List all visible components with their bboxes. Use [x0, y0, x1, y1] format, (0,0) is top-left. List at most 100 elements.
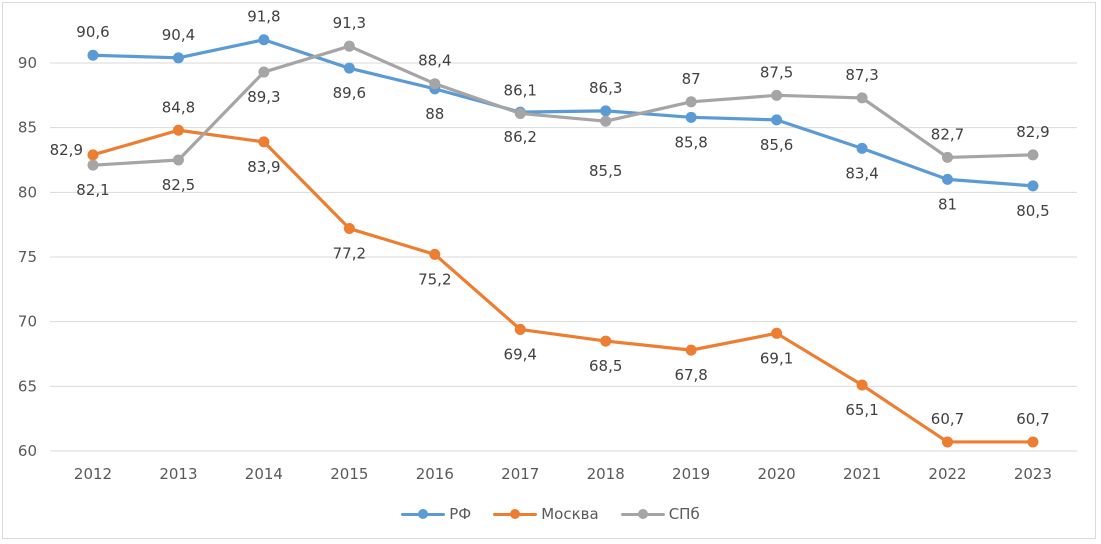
y-tick-label: 65 [18, 377, 37, 395]
series-line-0 [92, 38, 1034, 188]
data-point[interactable] [600, 335, 612, 347]
data-label: 85,6 [760, 136, 793, 154]
legend-item-rf[interactable]: РФ [401, 505, 471, 523]
data-label: 85,8 [674, 133, 707, 151]
data-point[interactable] [1027, 180, 1039, 192]
data-point[interactable] [771, 114, 783, 126]
data-point[interactable] [429, 78, 441, 90]
x-tick-label: 2013 [159, 465, 197, 483]
data-point[interactable] [942, 151, 953, 163]
y-tick-label: 70 [18, 313, 37, 331]
data-point[interactable] [343, 223, 355, 235]
data-label: 86,2 [504, 128, 537, 146]
data-label: 82,9 [1016, 123, 1049, 141]
data-point[interactable] [685, 96, 697, 108]
data-label: 82,1 [76, 181, 109, 199]
data-label: 87,5 [760, 63, 793, 81]
series-lines [87, 34, 1039, 448]
data-label: 60,7 [1016, 410, 1049, 428]
legend-item-moscow[interactable]: Москва [493, 505, 599, 523]
x-tick-label: 2014 [245, 465, 283, 483]
data-point[interactable] [600, 115, 612, 127]
data-point[interactable] [258, 136, 270, 148]
data-point[interactable] [685, 344, 697, 356]
data-point[interactable] [514, 107, 526, 119]
data-label: 82,9 [50, 141, 83, 159]
data-label: 75,2 [418, 270, 451, 288]
data-label: 67,8 [674, 366, 707, 384]
data-point[interactable] [343, 40, 355, 52]
legend-label-spb: СПб [668, 505, 700, 523]
data-label: 82,7 [931, 125, 964, 143]
data-label: 77,2 [333, 245, 366, 263]
y-axis: 60 65 70 75 80 85 90 [18, 54, 37, 460]
data-label: 80,5 [1016, 202, 1049, 220]
data-point[interactable] [1027, 149, 1039, 161]
x-tick-label: 2017 [501, 465, 539, 483]
data-point[interactable] [856, 379, 868, 391]
data-label: 85,5 [589, 162, 622, 180]
legend-label-rf: РФ [449, 505, 472, 523]
data-point[interactable] [429, 248, 441, 260]
x-tick-label: 2020 [758, 465, 796, 483]
data-label: 69,4 [504, 345, 537, 363]
data-point[interactable] [172, 52, 184, 64]
data-label: 83,9 [247, 158, 280, 176]
data-label: 65,1 [845, 401, 878, 419]
y-tick-label: 85 [18, 119, 37, 137]
data-label: 86,3 [589, 79, 622, 97]
legend-marker-rf [418, 509, 429, 519]
data-label: 88,4 [418, 52, 451, 70]
series-line-1 [92, 128, 1033, 444]
x-tick-label: 2016 [416, 465, 454, 483]
data-label: 90,6 [76, 23, 109, 41]
data-label: 89,6 [333, 84, 366, 102]
x-tick-label: 2019 [672, 465, 710, 483]
legend-marker-spb [637, 509, 648, 519]
legend: РФ Москва СПб [0, 503, 1101, 525]
legend-marker-moscow [510, 509, 521, 519]
data-label: 91,3 [333, 14, 366, 32]
data-point[interactable] [771, 89, 783, 101]
data-labels: 90,6 90,4 91,8 89,6 88 86,2 86,3 85,8 85,6 83,4 81… [50, 8, 1050, 428]
data-point[interactable] [600, 105, 612, 117]
data-point[interactable] [1027, 436, 1039, 448]
legend-item-spb[interactable]: СПб [620, 505, 700, 523]
series-line-2 [92, 44, 1033, 167]
data-point[interactable] [771, 327, 783, 339]
data-point[interactable] [172, 124, 184, 136]
legend-swatch-spb [620, 507, 665, 521]
data-label: 68,5 [589, 357, 622, 375]
data-point[interactable] [685, 111, 697, 123]
data-point[interactable] [172, 154, 184, 166]
data-point[interactable] [514, 323, 526, 335]
data-point[interactable] [87, 159, 99, 171]
data-label: 88 [425, 105, 444, 123]
data-label: 87,3 [845, 66, 878, 84]
x-tick-label: 2015 [330, 465, 368, 483]
data-point[interactable] [856, 142, 868, 154]
data-point[interactable] [258, 34, 270, 46]
legend-swatch-moscow [493, 507, 538, 521]
data-point[interactable] [87, 149, 99, 161]
x-tick-label: 2012 [74, 465, 112, 483]
data-point[interactable] [942, 436, 953, 448]
data-point[interactable] [942, 173, 953, 185]
data-point[interactable] [343, 62, 355, 74]
y-tick-label: 80 [18, 183, 37, 201]
data-label: 86,1 [504, 81, 537, 99]
x-tick-label: 2023 [1014, 465, 1052, 483]
data-point[interactable] [87, 49, 99, 61]
data-label: 60,7 [931, 410, 964, 428]
y-tick-label: 75 [18, 248, 37, 266]
data-point[interactable] [258, 66, 270, 78]
data-label: 89,3 [247, 88, 280, 106]
data-point[interactable] [856, 92, 868, 104]
legend-label-moscow: Москва [541, 505, 599, 523]
data-label: 91,8 [247, 8, 280, 26]
data-label: 82,5 [162, 176, 195, 194]
x-tick-label: 2021 [843, 465, 881, 483]
x-tick-label: 2018 [587, 465, 625, 483]
